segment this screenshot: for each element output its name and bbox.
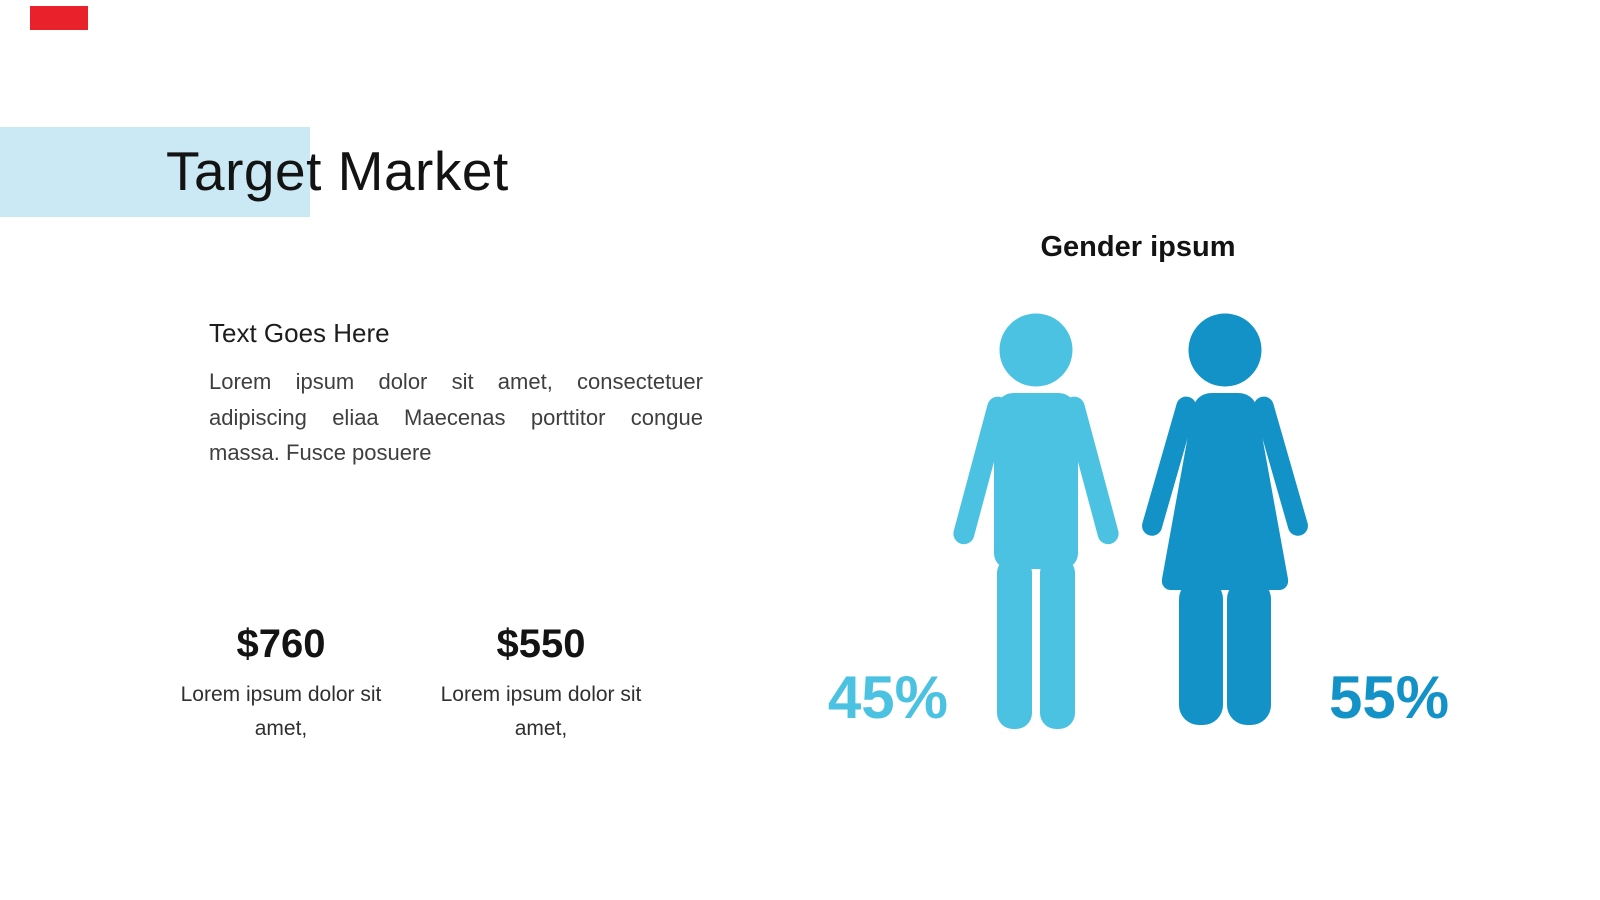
title-highlight-rectangle (0, 127, 310, 217)
stat-value: $550 (496, 622, 586, 666)
body-paragraph: Lorem ipsum dolor sit amet, consectetuer… (209, 369, 703, 465)
stat-caption: Lorem ipsum dolor sit amet, (440, 683, 642, 740)
section-heading: Text Goes Here (209, 318, 390, 348)
male-person-icon (953, 313, 1119, 729)
female-percentage-label: 55% (1329, 664, 1450, 731)
chart-title: Gender ipsum (1040, 231, 1236, 263)
male-percentage-label: 45% (827, 664, 948, 731)
stat-block-2: $550 Lorem ipsum dolor sit amet, (426, 620, 656, 746)
stat-value: $760 (236, 622, 326, 666)
stat-caption: Lorem ipsum dolor sit amet, (180, 683, 382, 740)
red-accent-bar (30, 6, 88, 30)
page-title: Target Market (166, 140, 509, 202)
female-person-icon (1142, 313, 1308, 725)
stat-block-1: $760 Lorem ipsum dolor sit amet, (166, 620, 396, 746)
